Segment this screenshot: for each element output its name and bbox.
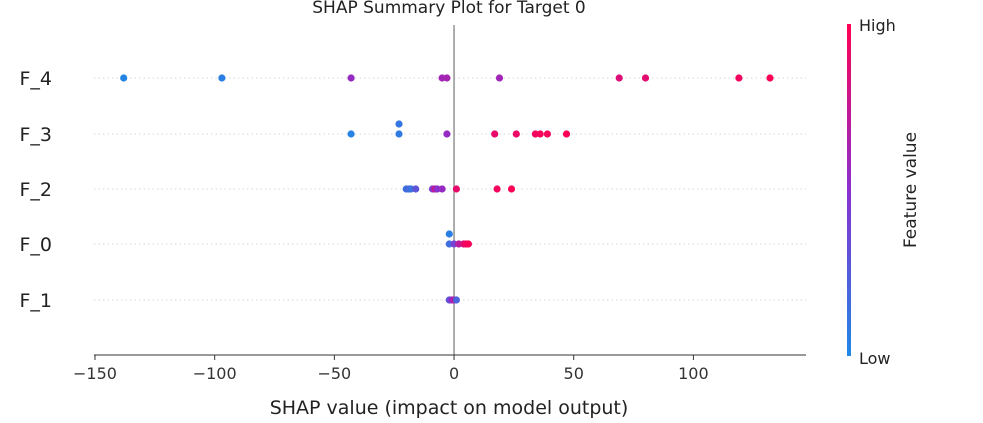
x-tick-label: 50 — [564, 364, 584, 383]
point-f-4-1 — [218, 74, 226, 82]
feature-labels: F_4 F_3 F_2 F_0 F_1 — [19, 68, 52, 312]
point-f-4-5 — [495, 74, 504, 82]
x-axis-label: SHAP value (impact on model output) — [270, 397, 629, 419]
point-f-3-15 — [512, 130, 520, 138]
point-f-2-28 — [452, 185, 460, 193]
point-f-4-9 — [766, 74, 774, 82]
colorbar-gradient — [847, 24, 851, 356]
x-tick-label: 100 — [678, 364, 709, 383]
point-f-4-8 — [735, 74, 743, 82]
shap-points — [120, 74, 774, 304]
chart-title: SHAP Summary Plot for Target 0 — [312, 0, 585, 18]
point-f-2-27 — [438, 185, 446, 193]
point-f-4-6 — [615, 74, 623, 82]
point-f-4-0 — [120, 74, 128, 82]
point-f-3-11 — [395, 120, 403, 128]
point-f-3-17 — [536, 130, 544, 138]
point-f-3-13 — [443, 130, 451, 138]
point-f-0-31 — [445, 230, 453, 238]
point-f-3-14 — [491, 130, 499, 138]
point-f-3-18 — [543, 130, 552, 138]
chart-title-group: SHAP Summary Plot for Target 0 — [312, 0, 585, 18]
point-f-2-30 — [507, 185, 516, 193]
colorbar-low-label: Low — [859, 349, 891, 368]
feature-label-f-0: F_0 — [19, 234, 52, 256]
point-f-4-7 — [641, 74, 650, 82]
feature-label-f-4: F_4 — [19, 68, 52, 90]
feature-label-f-1: F_1 — [19, 290, 52, 312]
row-grid-lines — [94, 77, 806, 301]
point-f-0-37 — [464, 240, 472, 248]
x-axis: −150 −100 −50 0 50 100 — [73, 354, 806, 383]
point-f-4-2 — [347, 74, 355, 82]
x-tick-label: −50 — [317, 364, 351, 383]
x-tick-label: −150 — [73, 364, 117, 383]
point-f-3-12 — [395, 130, 403, 138]
point-f-2-23 — [412, 185, 420, 193]
x-tick-label: −100 — [193, 364, 237, 383]
x-axis-ticks: −150 −100 −50 0 50 100 — [73, 355, 709, 383]
feature-label-f-2: F_2 — [19, 179, 52, 201]
colorbar: High Low Feature value — [847, 16, 921, 368]
point-f-3-19 — [562, 130, 571, 138]
colorbar-title: Feature value — [901, 132, 921, 248]
point-f-4-4 — [443, 74, 451, 82]
point-f-2-29 — [493, 185, 501, 193]
point-f-3-10 — [347, 130, 355, 138]
feature-label-f-3: F_3 — [19, 124, 52, 146]
point-f-1-41 — [452, 296, 460, 304]
colorbar-high-label: High — [859, 16, 896, 35]
x-tick-label: 0 — [449, 364, 459, 383]
